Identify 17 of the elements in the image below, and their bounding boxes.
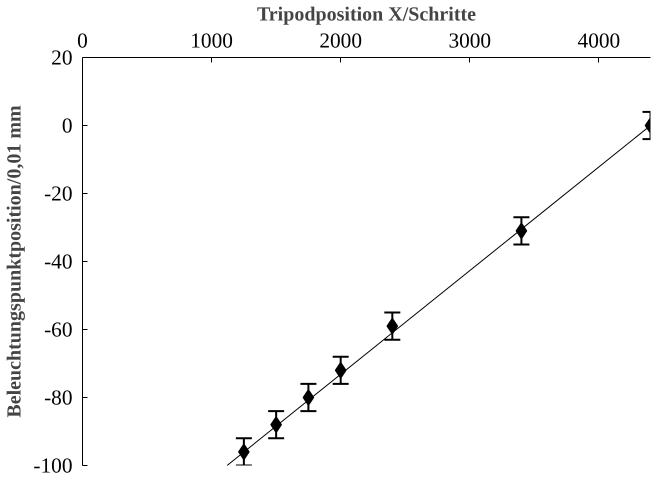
y-tick-label: -60 (44, 318, 73, 342)
y-tick-label: 20 (51, 46, 72, 70)
y-axis-title: Beleuchtungspunktposition/0,01 mm (3, 105, 26, 418)
point (302, 389, 314, 406)
x-tick-label: 4000 (578, 28, 620, 52)
x-tick-label: 1000 (190, 28, 233, 52)
x-tick-label: 0 (77, 28, 88, 52)
x-tick-label: 2000 (319, 28, 362, 52)
point (386, 318, 398, 335)
y-tick-label: -80 (44, 386, 73, 410)
x-axis-title: Tripodposition X/Schritte (256, 4, 476, 26)
x-tick-label: 3000 (448, 28, 492, 52)
y-tick-label: -20 (44, 182, 73, 206)
y-tick-label: 0 (62, 114, 73, 138)
y-tick-label: -100 (33, 454, 73, 478)
y-tick-label: -40 (44, 250, 73, 274)
point (334, 362, 347, 379)
